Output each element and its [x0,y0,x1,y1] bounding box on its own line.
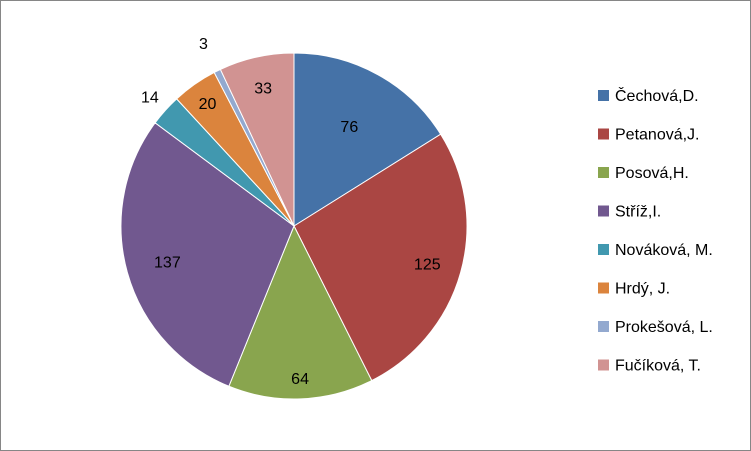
pie-slice-4 [120,122,295,387]
data-label-1: 76 [340,119,358,136]
legend-label-3: Posová,H. [615,165,689,182]
legend-label-1: Čechová,D. [615,86,699,105]
pie-slice-1 [293,52,442,227]
legend-swatch-5 [598,244,609,255]
pie-slice-3 [228,224,373,400]
legend-swatch-8 [598,359,609,371]
legend-swatch-2 [598,128,609,140]
data-label-3: 64 [291,371,309,388]
data-label-2: 125 [414,256,441,273]
legend: Čechová,D. Petanová,J. Posová,H. Stříž,I. No… [598,86,713,375]
legend-swatch-7 [598,321,609,332]
legend-label-7: Prokešová, L. [615,319,713,336]
legend-swatch-1 [598,90,609,101]
legend-label-6: Hrdý, J. [615,281,670,298]
legend-label-5: Nováková, M. [615,242,713,259]
legend-label-2: Petanová,J. [615,127,700,144]
legend-swatch-4 [598,205,609,217]
data-label-5: 14 [141,89,159,106]
data-label-7: 3 [199,36,208,53]
pie-slices [120,52,468,400]
legend-swatch-6 [598,282,609,294]
pie-slice-2 [293,133,468,382]
legend-label-4: Stříž,I. [615,204,661,221]
data-label-4: 137 [154,254,181,271]
pie-slice-8 [219,52,295,227]
legend-label-8: Fučíková, T. [615,358,701,375]
data-label-8: 33 [254,81,272,98]
legend-swatch-3 [598,167,609,178]
data-label-6: 20 [199,96,217,113]
